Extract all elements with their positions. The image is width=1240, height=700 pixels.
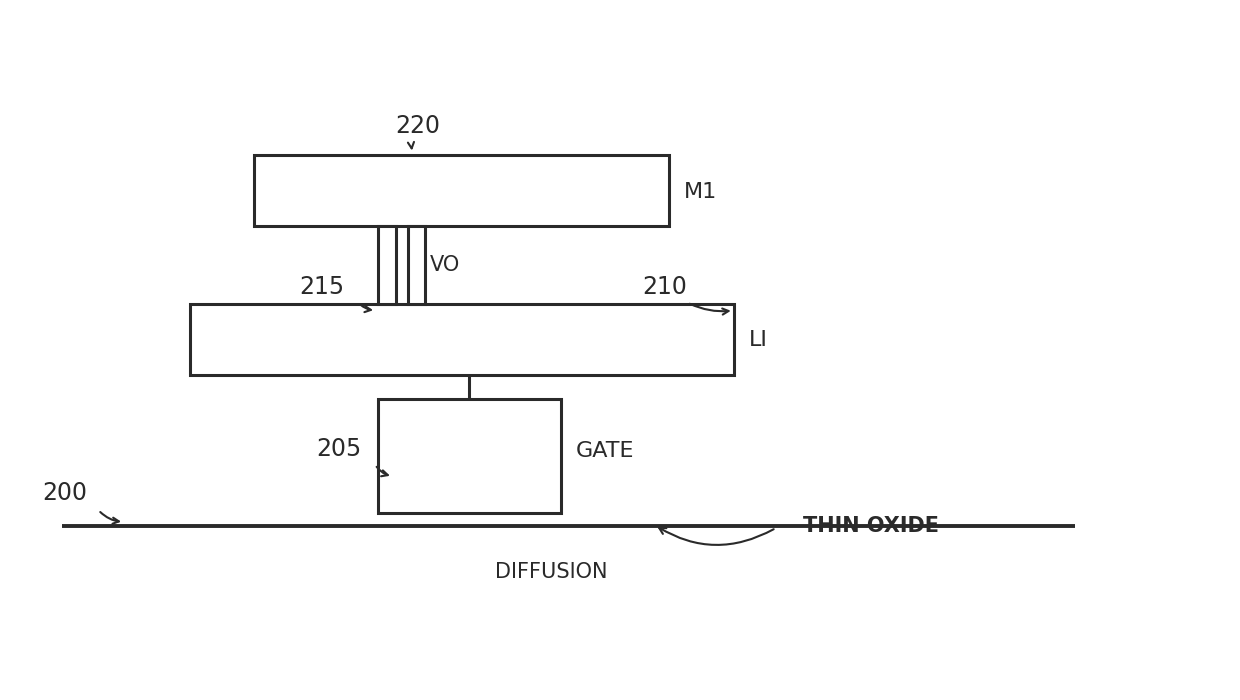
Text: 220: 220 (396, 113, 440, 138)
Bar (254, 155, 670, 227)
Text: 215: 215 (299, 274, 345, 299)
Text: LI: LI (749, 330, 768, 350)
Bar (378, 400, 560, 513)
Text: DIFFUSION: DIFFUSION (495, 562, 608, 582)
Bar (408, 227, 425, 304)
Text: THIN OXIDE: THIN OXIDE (802, 516, 939, 536)
Text: M1: M1 (684, 182, 718, 202)
Bar (378, 227, 396, 304)
Text: 205: 205 (316, 437, 361, 461)
Bar (190, 304, 734, 374)
Text: VO: VO (430, 255, 460, 275)
Text: 210: 210 (642, 274, 687, 299)
Text: 200: 200 (42, 481, 87, 505)
Text: GATE: GATE (575, 441, 634, 461)
